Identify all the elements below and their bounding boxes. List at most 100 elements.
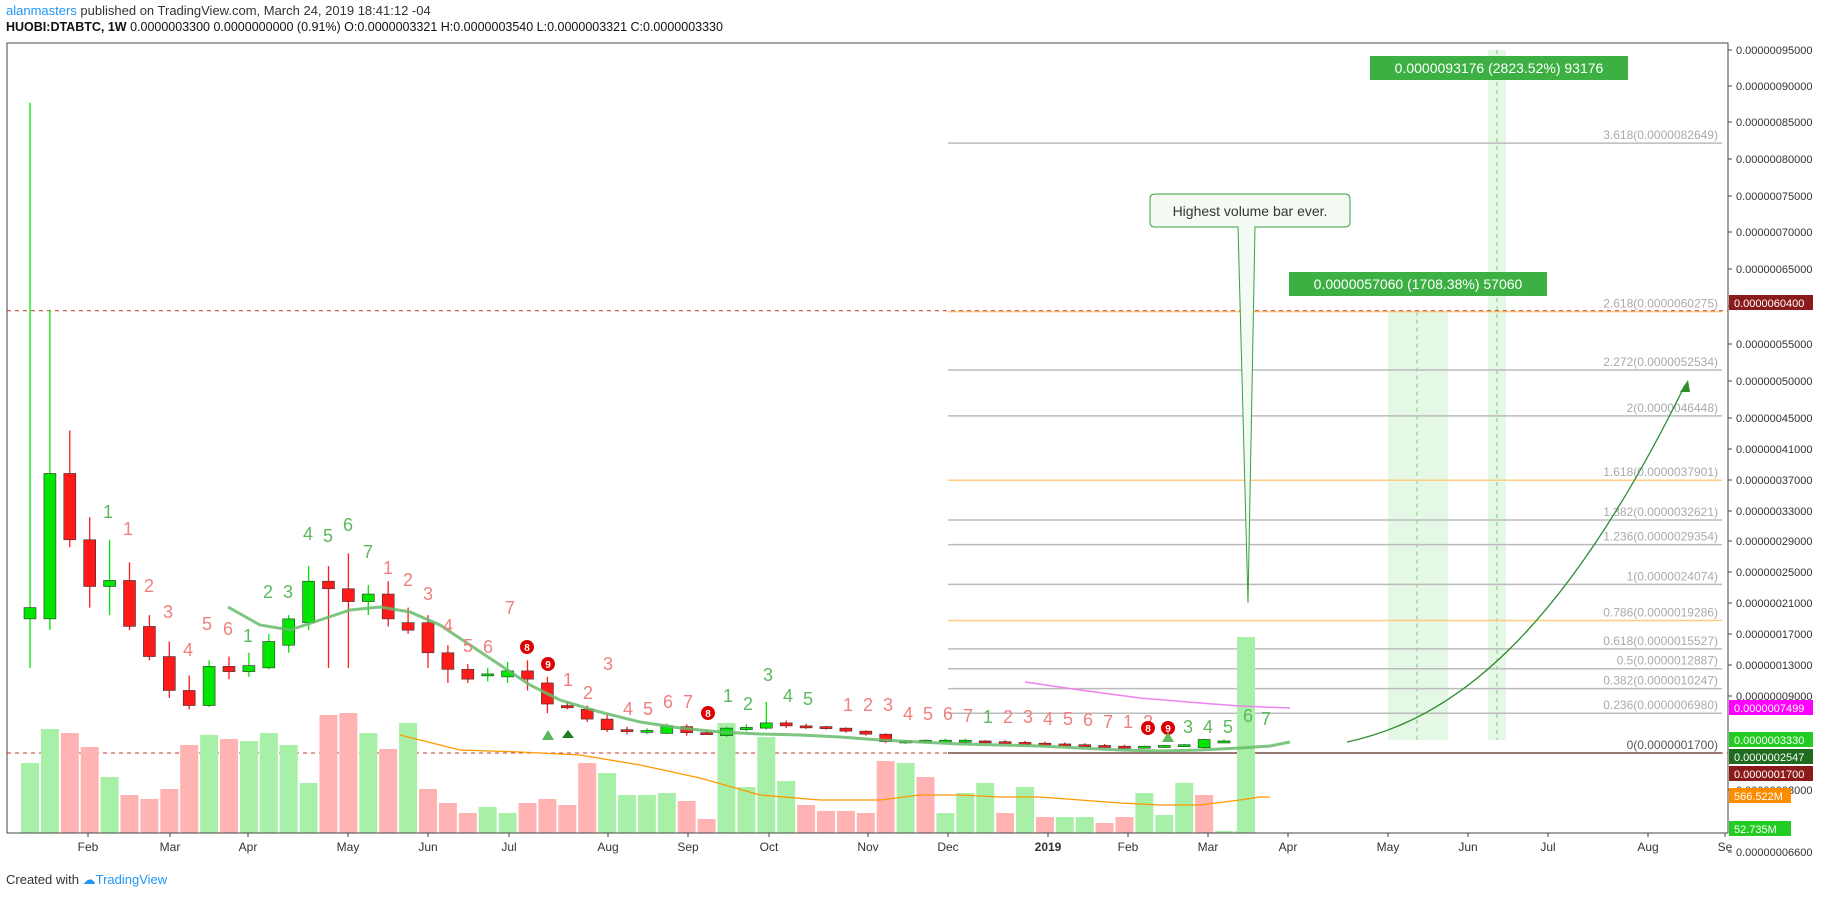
candle-body — [143, 626, 156, 657]
fib-label: 1.382(0.0000032621) — [1603, 505, 1718, 519]
volume-bar — [956, 793, 975, 833]
volume-bar — [1075, 817, 1094, 833]
volume-bar — [936, 813, 955, 833]
volume-bar — [220, 739, 238, 833]
candle-body — [839, 727, 853, 732]
price-axis-label: 0.00000085000 — [1736, 117, 1812, 129]
volume-bar — [1095, 823, 1114, 833]
projection-arrow — [1680, 380, 1690, 392]
volume-bar — [896, 763, 915, 833]
time-axis-label: Jun — [418, 840, 437, 854]
price-axis-label: 0.00000006600 — [1736, 847, 1812, 859]
fib-label: 0.5(0.0000012887) — [1617, 654, 1718, 668]
price-axis-label: 0.00000013000 — [1736, 660, 1812, 672]
volume-bar — [299, 783, 318, 833]
td-count-label: 7 — [963, 706, 973, 726]
td-count-label: 1 — [103, 502, 113, 522]
price-tag: 0.0000060400 — [1734, 298, 1804, 310]
td-count-label: 6 — [1083, 710, 1093, 730]
price-tag-bg — [1729, 749, 1813, 764]
candle-body — [1118, 745, 1131, 749]
td-count-label: 5 — [323, 526, 333, 546]
price-tag-bg — [1729, 732, 1813, 747]
price-axis-label: 0.00000041000 — [1736, 444, 1812, 456]
volume-bar — [737, 787, 756, 833]
candle-body — [740, 727, 753, 730]
time-axis-label: Feb — [1118, 840, 1139, 854]
tradingview-logo-link[interactable]: ☁TradingView — [82, 872, 168, 887]
td-count-label: 1 — [843, 695, 853, 715]
volume-bar — [1035, 817, 1054, 833]
measure-callout-1-bg — [1370, 56, 1628, 80]
td-count-label: 2 — [743, 694, 753, 714]
td-marker-number: 8 — [1145, 724, 1151, 735]
volume-bar — [399, 723, 418, 833]
volume-bar — [856, 813, 875, 833]
td-marker-circle — [701, 706, 715, 720]
price-axis-label: 0.00000033000 — [1736, 506, 1812, 518]
volume-bar — [100, 777, 119, 833]
symbol-label: HUOBI:DTABTC, 1W — [6, 20, 127, 34]
td-count-label: 2 — [583, 683, 593, 703]
price-axis-label: 0.00000037000 — [1736, 475, 1812, 487]
td-count-label: 1 — [983, 707, 993, 727]
td-count-label: 4 — [783, 686, 793, 706]
td-count-label: 2 — [863, 695, 873, 715]
td-count-label: 6 — [1243, 706, 1253, 726]
candle-body — [1217, 740, 1231, 744]
fib-label: 3.618(0.0000082649) — [1603, 128, 1718, 142]
candle-body — [103, 580, 116, 587]
td-marker-number: 9 — [1165, 724, 1171, 735]
td-count-label: 6 — [223, 619, 233, 639]
price-axis-label: 0.00000045000 — [1736, 413, 1812, 425]
fib-label: 1.236(0.0000029354) — [1603, 530, 1718, 544]
candle-body — [799, 725, 813, 729]
volume-bar — [618, 795, 636, 833]
price-axis-label: 0.00000080000 — [1736, 154, 1812, 166]
volume-bar — [498, 813, 517, 833]
volume-bar — [558, 805, 577, 833]
time-axis-label: Sep — [677, 840, 699, 854]
volume-bar-highest — [1237, 637, 1255, 833]
td-marker-number: 8 — [705, 709, 711, 720]
ohlc-readout: 0.0000003300 0.0000000000 (0.91%) O:0.00… — [126, 20, 723, 34]
candle-body — [401, 622, 415, 631]
td-count-label: 5 — [803, 689, 813, 709]
candle-body — [163, 656, 176, 691]
price-tag-bg — [1729, 766, 1813, 781]
symbol-info: HUOBI:DTABTC, 1W 0.0000003300 0.00000000… — [6, 20, 723, 34]
candle-body — [819, 726, 833, 729]
time-axis-label: Mar — [160, 840, 181, 854]
td-count-label: 2 — [403, 570, 413, 590]
td-count-label: 3 — [1183, 717, 1193, 737]
fib-label: 1(0.0000024074) — [1627, 569, 1718, 583]
author-link[interactable]: alanmasters — [6, 3, 77, 18]
volume-bar — [319, 715, 338, 833]
fib-label: 0.786(0.0000019286) — [1603, 605, 1718, 619]
candle-body — [461, 669, 475, 680]
td-count-label: 1 — [563, 670, 573, 690]
price-tag: 0.0000002547 — [1734, 752, 1804, 764]
td-count-label: 7 — [505, 598, 515, 618]
td-count-label: 7 — [1103, 712, 1113, 732]
td-count-label: 3 — [603, 654, 613, 674]
target-zone-1 — [1388, 311, 1448, 740]
fib-label: 2.618(0.0000060275) — [1603, 297, 1718, 311]
candle-body — [759, 722, 773, 729]
candle-body — [1098, 745, 1111, 748]
volume-bar — [60, 733, 79, 833]
td-count-label: 7 — [1261, 709, 1271, 729]
volume-bar — [1055, 817, 1074, 833]
volume-bar — [1135, 793, 1154, 833]
candle-body — [421, 622, 435, 654]
volume-bar — [717, 723, 736, 833]
volume-bar — [976, 783, 995, 833]
time-axis-label: Apr — [239, 840, 258, 854]
td-marker-circle — [1161, 721, 1175, 735]
time-axis-label: Jun — [1458, 840, 1477, 854]
volume-bar — [677, 801, 696, 833]
volume-bar — [1115, 817, 1134, 833]
volume-bar — [996, 813, 1015, 833]
td-marker-number: 9 — [545, 660, 551, 671]
